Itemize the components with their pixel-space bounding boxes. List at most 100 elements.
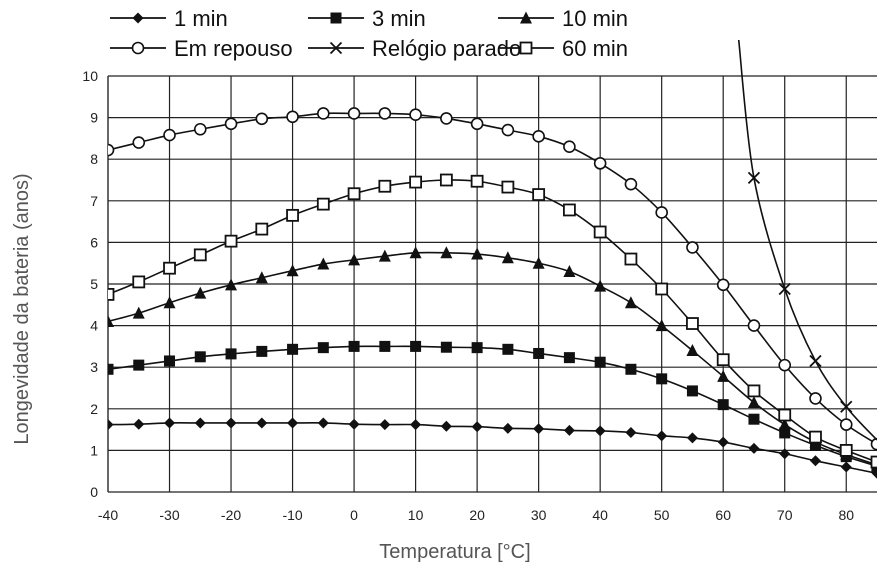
series-3-min (103, 341, 877, 472)
data-point-3-min (472, 342, 483, 353)
data-point-3-min (441, 342, 452, 353)
data-point-60-min (748, 385, 759, 396)
data-point-60-min (133, 276, 144, 287)
data-point-60-min (410, 177, 421, 188)
data-point-1-min (133, 419, 144, 430)
data-point-60-min (564, 204, 575, 215)
data-point-10-min (625, 296, 637, 308)
data-point-3-min (133, 360, 144, 371)
data-point-10-min (686, 344, 698, 356)
x-tick-label: -40 (98, 507, 118, 523)
data-point-1-min (318, 417, 329, 428)
legend-marker-60-min (521, 43, 532, 54)
series-line-60-min (108, 180, 877, 462)
legend-item-1-min: 1 min (110, 6, 228, 31)
data-point-em-repouso (810, 393, 821, 404)
data-point-em-repouso (595, 158, 606, 169)
data-point-1-min (748, 443, 759, 454)
data-point-em-repouso (687, 242, 698, 253)
data-point-60-min (533, 189, 544, 200)
y-axis-title: Longevidade da bateria (anos) (11, 173, 33, 444)
data-point-3-min (103, 364, 114, 375)
legend: 1 min 3 min 10 min Em repouso Relógio parado… (110, 6, 628, 61)
data-point-1-min (595, 425, 606, 436)
y-tick-label: 8 (90, 151, 98, 167)
series-1-min (103, 417, 877, 478)
x-tick-label: -20 (221, 507, 241, 523)
data-point-60-min (287, 210, 298, 221)
data-point-3-min (410, 341, 421, 352)
data-point-1-min (441, 421, 452, 432)
data-point-em-repouso (533, 131, 544, 142)
series-line-1-min (108, 423, 877, 473)
data-point-1-min (656, 430, 667, 441)
legend-label: 10 min (562, 6, 628, 31)
data-point-em-repouso (103, 145, 114, 156)
data-point-3-min (625, 364, 636, 375)
legend-item-relogio-parado: Relógio parado (308, 36, 521, 61)
data-point-10-min (594, 280, 606, 292)
data-point-60-min (318, 199, 329, 210)
series-line-relogio-parado (739, 39, 877, 440)
y-tick-label: 4 (90, 318, 98, 334)
data-point-60-min (195, 249, 206, 260)
data-point-relogio-parado (810, 355, 821, 366)
x-tick-label: -10 (282, 507, 302, 523)
data-point-em-repouso (718, 279, 729, 290)
data-point-em-repouso (841, 419, 852, 430)
data-point-1-min (687, 432, 698, 443)
data-point-1-min (625, 427, 636, 438)
grid (108, 76, 877, 492)
data-point-3-min (256, 346, 267, 357)
data-point-em-repouso (625, 179, 636, 190)
legend-label: 60 min (562, 36, 628, 61)
data-point-em-repouso (349, 108, 360, 119)
data-point-60-min (841, 445, 852, 456)
data-point-60-min (687, 318, 698, 329)
data-point-60-min (718, 354, 729, 365)
data-point-60-min (103, 289, 114, 300)
series-10-min (102, 246, 877, 470)
data-point-60-min (441, 175, 452, 186)
data-point-1-min (502, 423, 513, 434)
data-point-1-min (287, 417, 298, 428)
legend-label: Em repouso (174, 36, 293, 61)
y-tick-label: 0 (90, 484, 98, 500)
data-point-em-repouso (564, 141, 575, 152)
data-point-em-repouso (472, 118, 483, 129)
data-point-60-min (625, 254, 636, 265)
data-point-1-min (195, 417, 206, 428)
data-point-60-min (656, 283, 667, 294)
legend-item-3-min: 3 min (308, 6, 426, 31)
legend-marker-em-repouso (133, 43, 144, 54)
data-point-em-repouso (318, 108, 329, 119)
x-axis-title: Temperatura [°C] (379, 541, 530, 563)
data-point-60-min (872, 457, 877, 468)
data-point-1-min (564, 425, 575, 436)
data-point-10-min (748, 396, 760, 408)
data-point-3-min (318, 342, 329, 353)
data-point-3-min (226, 348, 237, 359)
data-point-em-repouso (410, 109, 421, 120)
data-point-3-min (748, 414, 759, 425)
data-point-1-min (349, 419, 360, 430)
data-point-3-min (595, 357, 606, 368)
data-point-em-repouso (872, 439, 877, 450)
data-point-60-min (472, 176, 483, 187)
data-point-1-min (718, 437, 729, 448)
data-point-1-min (379, 419, 390, 430)
y-tick-label: 1 (90, 442, 98, 458)
data-point-10-min (563, 265, 575, 277)
data-point-3-min (164, 355, 175, 366)
data-point-em-repouso (441, 113, 452, 124)
data-point-1-min (103, 419, 114, 430)
data-point-3-min (287, 344, 298, 355)
legend-marker-1-min (133, 13, 144, 24)
data-point-em-repouso (226, 118, 237, 129)
x-tick-label: 60 (715, 507, 731, 523)
data-point-3-min (564, 352, 575, 363)
data-point-1-min (810, 455, 821, 466)
y-tick-label: 3 (90, 359, 98, 375)
data-point-em-repouso (656, 207, 667, 218)
